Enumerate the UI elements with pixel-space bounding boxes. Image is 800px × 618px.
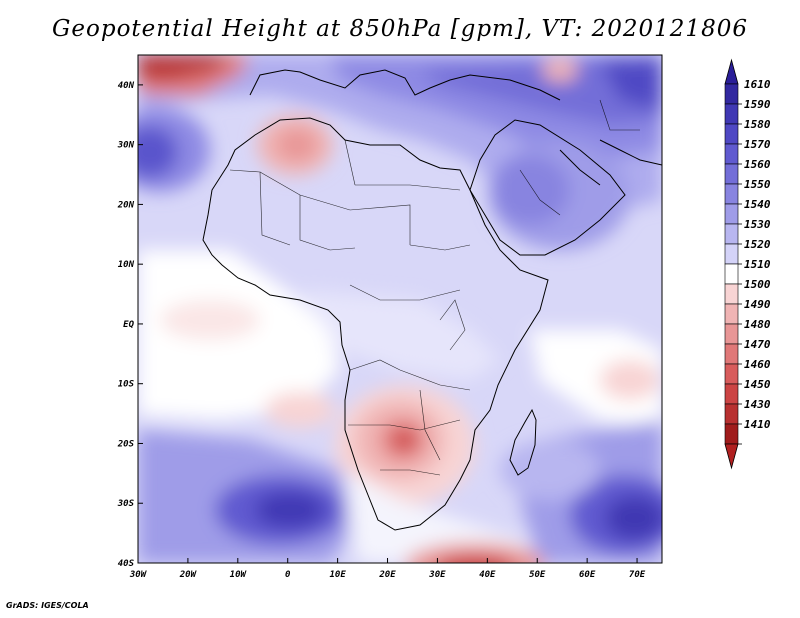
colorbar-label: 1550 [744,178,771,191]
colorbar-label: 1590 [744,98,771,111]
colorbar-label: 1560 [744,158,771,171]
colorbar-label: 1510 [744,258,771,271]
colorbar-swatch [724,303,739,325]
colorbar-swatch [724,323,739,345]
colorbar-label: 1520 [744,238,771,251]
colorbar-swatch [724,163,739,185]
country-borders [229,99,640,476]
lat-tick-label: 10S [118,380,135,390]
colorbar-swatch [724,123,739,145]
colorbar-swatch [724,423,739,445]
colorbar-label: 1450 [744,378,771,391]
colorbar: 1610 1590 1580 1570 1560 1550 1540 1530 1520 1510… [724,58,771,470]
asia-coastline [599,139,662,166]
lat-tick-label: 20N [117,200,135,210]
lat-tick-label: 10N [118,260,135,270]
map-frame [137,54,663,564]
colorbar-swatch [724,383,739,405]
colorbar-swatch [724,103,739,125]
colorbar-swatch [724,263,739,285]
lat-tick-label: 40N [118,81,135,91]
lon-tick-label: 20E [378,570,396,580]
colorbar-swatch [724,343,739,365]
lon-tick-label: 10W [230,570,248,580]
colorbar-label: 1410 [744,418,771,431]
colorbar-label: 1540 [744,198,771,211]
colorbar-swatch [724,183,739,205]
colorbar-label: 1480 [744,318,771,331]
lat-tick-label: 30N [117,141,135,151]
colorbar-swatch [724,143,739,165]
lon-tick-label: 0 [285,570,291,580]
map-title: Geopotential Height at 850hPa [gpm], VT:… [52,16,748,42]
lon-tick-label: 40E [479,570,496,580]
colorbar-label: 1490 [744,298,771,311]
africa-coastline [202,117,549,531]
colorbar-swatch [724,363,739,385]
lon-tick-label: 60E [579,570,596,580]
colorbar-swatch [724,203,739,225]
colorbar-bottom-arrow [724,443,739,470]
lat-tick-label: EQ [123,320,134,330]
colorbar-swatch [724,243,739,265]
europe-coastline [249,69,561,101]
colorbar-label: 1460 [744,358,771,371]
lon-tick-label: 20W [179,570,198,580]
colorbar-label: 1580 [744,118,771,131]
madagascar-coastline [509,408,537,476]
height-field [138,55,662,563]
longitude-axis: 30W 20W 10W 0 10E 20E 30E 40E 50E 60E 70E [129,558,646,580]
grads-credit: GrADS: IGES/COLA [6,601,89,610]
colorbar-top-arrow [724,58,739,85]
colorbar-label: 1530 [744,218,771,231]
colorbar-swatch [724,223,739,245]
latitude-axis: 40N 30N 20N 10N EQ 10S 20S 30S 40S [117,81,143,569]
lon-tick-label: 30W [129,570,148,580]
colorbar-label: 1570 [744,138,771,151]
colorbar-swatch [724,83,739,105]
lon-tick-label: 50E [529,570,546,580]
lon-tick-label: 10E [329,570,346,580]
map-panel: 30W 20W 10W 0 10E 20E 30E 40E 50E 60E 70E 40N 30N 20… [117,54,663,580]
colorbar-label: 1430 [744,398,771,411]
colorbar-swatch [724,283,739,305]
lat-tick-label: 30S [117,499,135,509]
gulf-coastline [559,149,601,186]
colorbar-swatch [724,403,739,425]
lon-tick-label: 70E [629,570,646,580]
lon-tick-label: 30E [428,570,446,580]
colorbar-label: 1610 [744,78,771,91]
arabia-coastline [469,119,626,256]
colorbar-label: 1470 [744,338,771,351]
lat-tick-label: 20S [117,439,135,449]
lat-tick-label: 40S [118,559,135,569]
colorbar-label: 1500 [744,278,771,291]
coastlines [202,69,662,531]
